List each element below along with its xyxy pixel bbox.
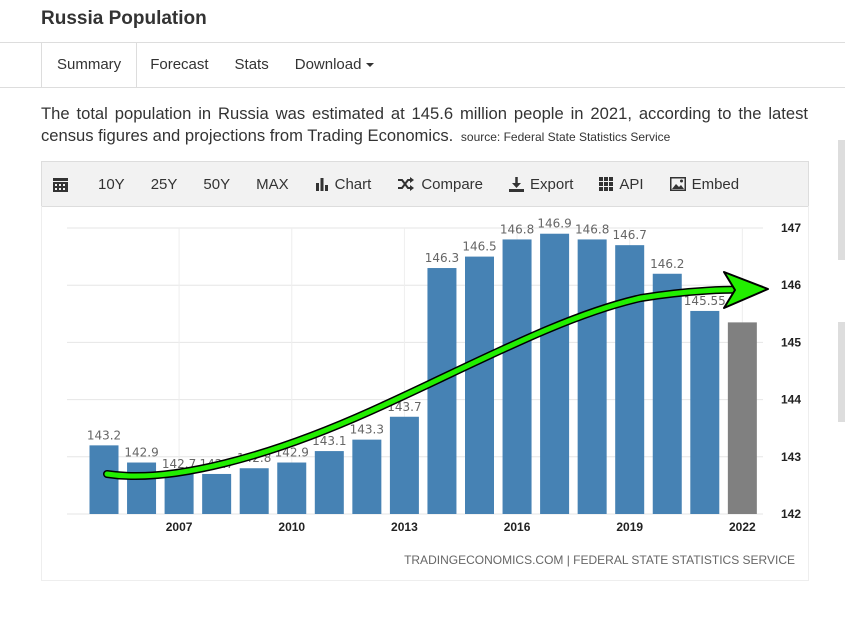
data-label: 146.2 <box>650 257 684 271</box>
caret-down-icon <box>366 63 375 68</box>
y-tick-label: 142 <box>781 507 801 521</box>
y-tick-label: 144 <box>781 393 801 407</box>
tab-forecast[interactable]: Forecast <box>150 56 209 73</box>
bar-chart-icon <box>315 178 328 191</box>
embed-button[interactable]: Embed <box>669 175 740 193</box>
page-title: Russia Population <box>41 8 207 29</box>
data-bar <box>314 451 344 514</box>
data-bar <box>389 416 419 514</box>
data-bar <box>427 268 457 514</box>
page-scroll-edge <box>838 140 845 260</box>
chart-frame <box>41 206 809 581</box>
population-chart: 142 143 144 145 146 147 2007 2010 2013 2016 2019 20… <box>67 217 801 567</box>
data-bar <box>164 473 194 514</box>
tab-summary[interactable]: Summary <box>41 43 138 88</box>
data-label: 143.2 <box>87 428 121 442</box>
data-bar <box>277 462 307 514</box>
chart-button-label: Chart <box>334 175 372 193</box>
compare-button[interactable]: Compare <box>397 176 483 193</box>
trend-arrow-head <box>723 271 769 309</box>
x-tick-label: 2010 <box>278 520 305 534</box>
embed-button-label: Embed <box>691 175 740 193</box>
data-label: 146.8 <box>500 222 534 236</box>
chart-credit: TRADINGECONOMICS.COM | FEDERAL STATE STA… <box>404 553 795 567</box>
data-bar <box>202 473 232 514</box>
data-bar <box>615 245 645 514</box>
data-bar <box>540 233 570 514</box>
tab-download[interactable]: Download <box>282 43 388 88</box>
range-max-button[interactable]: MAX <box>256 175 289 193</box>
x-tick-label: 2022 <box>729 520 756 534</box>
grid-icon <box>599 177 614 191</box>
forecast-bar <box>727 322 757 514</box>
data-bar <box>502 239 532 514</box>
data-label: 145.55 <box>684 294 726 308</box>
data-bar <box>239 468 269 514</box>
data-label: 146.5 <box>462 240 496 254</box>
shuffle-icon <box>398 177 415 191</box>
data-label: 146.8 <box>575 222 609 236</box>
data-label: 146.3 <box>425 251 459 265</box>
data-bar <box>465 256 494 514</box>
x-tick-label: 2013 <box>391 520 418 534</box>
range-25y-button[interactable]: 25Y <box>150 175 178 193</box>
image-icon <box>669 177 686 191</box>
data-label: 143.3 <box>350 423 384 437</box>
data-bar <box>89 445 119 514</box>
export-button[interactable]: Export <box>509 176 573 193</box>
calendar-icon[interactable] <box>53 177 74 192</box>
data-bar <box>577 239 607 514</box>
tabs-divider <box>0 87 845 88</box>
x-tick-label: 2019 <box>616 520 643 534</box>
data-label: 146.9 <box>537 217 571 231</box>
chart-toolbar: 10Y 25Y 50Y MAX Chart Compare Export API… <box>41 161 809 207</box>
summary-text: The total population in Russia was estim… <box>41 104 808 145</box>
page-scroll-edge-lower <box>838 322 845 422</box>
y-tick-label: 146 <box>781 278 801 292</box>
data-label: 142.9 <box>124 446 158 460</box>
trend-arrow-shaft <box>104 287 756 479</box>
y-tick-label: 143 <box>781 450 801 464</box>
range-10y-button[interactable]: 10Y <box>98 175 125 193</box>
data-bar <box>127 462 157 514</box>
data-bar <box>352 439 382 514</box>
data-label: 146.7 <box>613 228 647 242</box>
title-divider <box>0 42 845 43</box>
tab-stats[interactable]: Stats <box>234 56 269 73</box>
chart-button[interactable]: Chart <box>315 175 372 193</box>
range-50y-button[interactable]: 50Y <box>203 175 231 193</box>
download-icon <box>509 176 525 192</box>
api-button-label: API <box>619 175 644 193</box>
y-tick-label: 145 <box>781 335 801 349</box>
data-bar <box>690 310 720 514</box>
x-tick-label: 2016 <box>504 520 531 534</box>
export-button-label: Export <box>530 175 574 193</box>
x-tick-label: 2007 <box>166 520 193 534</box>
data-label: 143.1 <box>312 434 346 448</box>
compare-button-label: Compare <box>421 175 484 193</box>
tab-bar: Summary Forecast Stats Download <box>41 43 387 88</box>
summary-paragraph: The total population in Russia was estim… <box>41 103 808 148</box>
tab-download-label: Download <box>294 56 362 73</box>
y-tick-label: 147 <box>781 221 801 235</box>
api-button[interactable]: API <box>599 175 644 193</box>
data-bar <box>652 273 682 514</box>
source-note: source: Federal State Statistics Service <box>460 130 671 144</box>
